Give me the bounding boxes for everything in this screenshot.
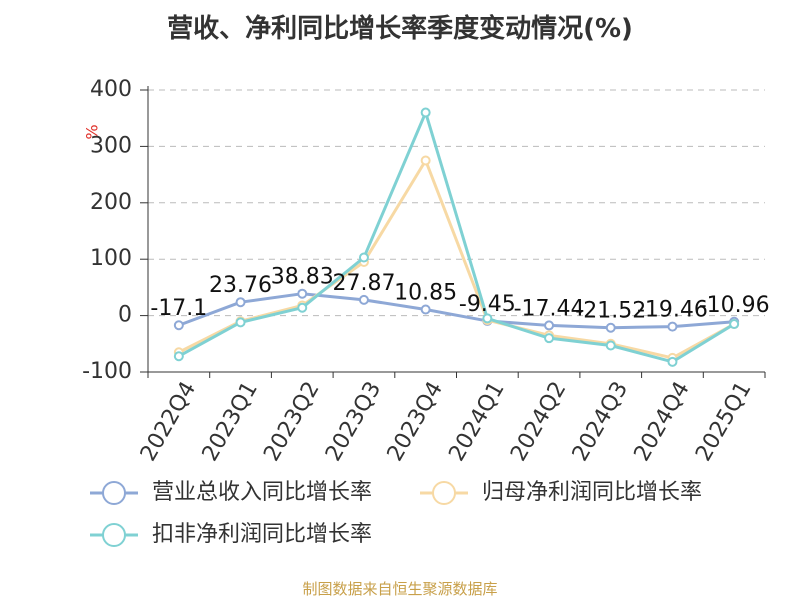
series-line-1 (178, 292, 735, 330)
data-point (235, 317, 246, 328)
data-label: 10.85 (394, 280, 457, 305)
data-point (482, 313, 493, 324)
legend-marker (102, 523, 126, 547)
series-line-2 (178, 159, 735, 360)
data-point (729, 319, 740, 330)
data-point (297, 288, 308, 299)
data-point (420, 304, 431, 315)
y-tick-label: 200 (90, 190, 132, 215)
data-point (358, 252, 369, 263)
data-point (173, 320, 184, 331)
data-label: -17.1 (150, 296, 207, 321)
x-tick-label: 2023Q4 (383, 378, 448, 466)
legend-label: 扣非净利润同比增长率 (152, 522, 372, 547)
y-tick-label: 400 (90, 77, 132, 102)
x-tick-label: 2024Q4 (630, 378, 695, 466)
chart-title: 营收、净利同比增长率季度变动情况(%) (167, 14, 633, 44)
data-label: -10.96 (699, 293, 770, 318)
data-point (173, 351, 184, 362)
data-point (297, 302, 308, 313)
data-label: 27.87 (332, 271, 395, 296)
x-tick-label: 2024Q2 (506, 378, 571, 466)
data-point (667, 321, 678, 332)
data-label: 23.76 (209, 273, 272, 298)
data-label: -9.45 (459, 292, 516, 317)
series-line-3 (178, 111, 735, 364)
data-label: 38.83 (271, 265, 334, 290)
x-tick-label: 2024Q3 (568, 378, 633, 466)
data-point (544, 333, 555, 344)
data-label: -17.44 (514, 296, 585, 321)
data-point (605, 322, 616, 333)
data-point (544, 320, 555, 331)
legend-label: 归母净利润同比增长率 (482, 480, 702, 505)
data-point (235, 297, 246, 308)
y-tick-label: 100 (90, 246, 132, 271)
y-tick-label: 300 (90, 133, 132, 158)
legend-label: 营业总收入同比增长率 (152, 480, 372, 505)
y-tick-label: 0 (118, 303, 132, 328)
x-tick-label: 2023Q1 (198, 378, 263, 466)
x-tick-label: 2023Q3 (321, 378, 386, 466)
x-tick-label: 2023Q2 (259, 378, 324, 466)
data-point (420, 155, 431, 166)
x-tick-label: 2022Q4 (136, 378, 201, 466)
y-tick-label: -100 (82, 359, 132, 384)
source-note: 制图数据来自恒生聚源数据库 (302, 580, 498, 598)
data-point (420, 107, 431, 118)
data-label: -21.52 (575, 299, 646, 324)
data-point (358, 294, 369, 305)
x-tick-label: 2024Q1 (444, 377, 509, 465)
data-label: -19.46 (637, 298, 708, 323)
y-axis-label: % (83, 124, 102, 139)
legend-marker (102, 481, 126, 505)
data-point (605, 340, 616, 351)
legend-marker (432, 481, 456, 505)
x-tick-label: 2025Q1 (691, 378, 756, 466)
data-point (667, 356, 678, 367)
